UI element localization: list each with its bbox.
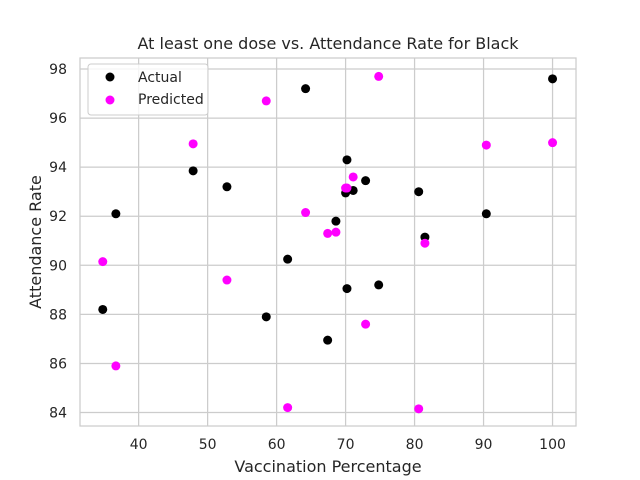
y-tick-label: 90 bbox=[49, 258, 67, 274]
predicted-point bbox=[420, 238, 430, 248]
y-axis-label: Attendance Rate bbox=[26, 175, 45, 309]
legend-marker-predicted bbox=[105, 95, 115, 105]
x-tick-label: 60 bbox=[268, 437, 286, 453]
predicted-point bbox=[414, 404, 424, 414]
actual-point bbox=[301, 84, 311, 94]
y-tick-label: 96 bbox=[49, 111, 67, 127]
data-points bbox=[98, 71, 558, 414]
predicted-point bbox=[98, 257, 108, 267]
actual-point bbox=[414, 187, 424, 197]
predicted-point bbox=[548, 138, 558, 148]
predicted-point bbox=[301, 208, 311, 218]
predicted-point bbox=[331, 227, 341, 237]
plot-area bbox=[80, 58, 576, 426]
x-tick-label: 50 bbox=[199, 437, 217, 453]
actual-point bbox=[548, 74, 558, 84]
predicted-point bbox=[481, 140, 491, 150]
predicted-point bbox=[361, 319, 371, 329]
x-tick-label: 70 bbox=[337, 437, 355, 453]
plot-frame bbox=[79, 57, 577, 427]
actual-point bbox=[342, 155, 352, 165]
x-tick-label: 40 bbox=[130, 437, 148, 453]
y-tick-label: 98 bbox=[49, 62, 67, 78]
series-actual bbox=[98, 74, 558, 345]
y-tick-label: 94 bbox=[49, 160, 67, 176]
predicted-point bbox=[374, 71, 384, 81]
x-tick-label: 90 bbox=[475, 437, 493, 453]
actual-point bbox=[98, 304, 108, 314]
legend: Actual Predicted bbox=[87, 63, 209, 116]
y-tick-label: 86 bbox=[49, 356, 67, 372]
actual-point bbox=[323, 335, 333, 345]
series-predicted bbox=[98, 71, 558, 414]
actual-point bbox=[283, 254, 293, 264]
actual-point bbox=[342, 284, 352, 294]
predicted-point bbox=[261, 96, 271, 106]
actual-point bbox=[331, 216, 341, 226]
predicted-point bbox=[188, 139, 198, 149]
y-tick-label: 84 bbox=[49, 406, 67, 422]
actual-point bbox=[361, 176, 371, 186]
y-axis-ticks: 84 86 88 90 92 94 96 98 bbox=[49, 62, 67, 421]
legend-label-predicted: Predicted bbox=[138, 92, 204, 108]
x-tick-label: 80 bbox=[406, 437, 424, 453]
gridlines bbox=[80, 58, 576, 426]
predicted-point bbox=[323, 228, 333, 238]
legend-label-actual: Actual bbox=[138, 70, 182, 86]
chart-title: At least one dose vs. Attendance Rate fo… bbox=[137, 34, 519, 53]
predicted-point bbox=[342, 183, 352, 193]
legend-marker-actual bbox=[105, 72, 115, 82]
y-tick-label: 92 bbox=[49, 209, 67, 225]
x-axis-ticks: 40 50 60 70 80 90 100 bbox=[130, 437, 566, 453]
y-tick-label: 88 bbox=[49, 307, 67, 323]
actual-point bbox=[111, 209, 121, 219]
actual-point bbox=[481, 209, 491, 219]
predicted-point bbox=[348, 172, 358, 182]
actual-point bbox=[188, 166, 198, 176]
predicted-point bbox=[283, 403, 293, 413]
legend-box bbox=[87, 63, 209, 116]
x-axis-label: Vaccination Percentage bbox=[234, 457, 421, 476]
actual-point bbox=[222, 182, 232, 192]
predicted-point bbox=[111, 361, 121, 371]
actual-point bbox=[261, 312, 271, 322]
actual-point bbox=[374, 280, 384, 290]
predicted-point bbox=[222, 275, 232, 285]
x-tick-label: 100 bbox=[539, 437, 566, 453]
